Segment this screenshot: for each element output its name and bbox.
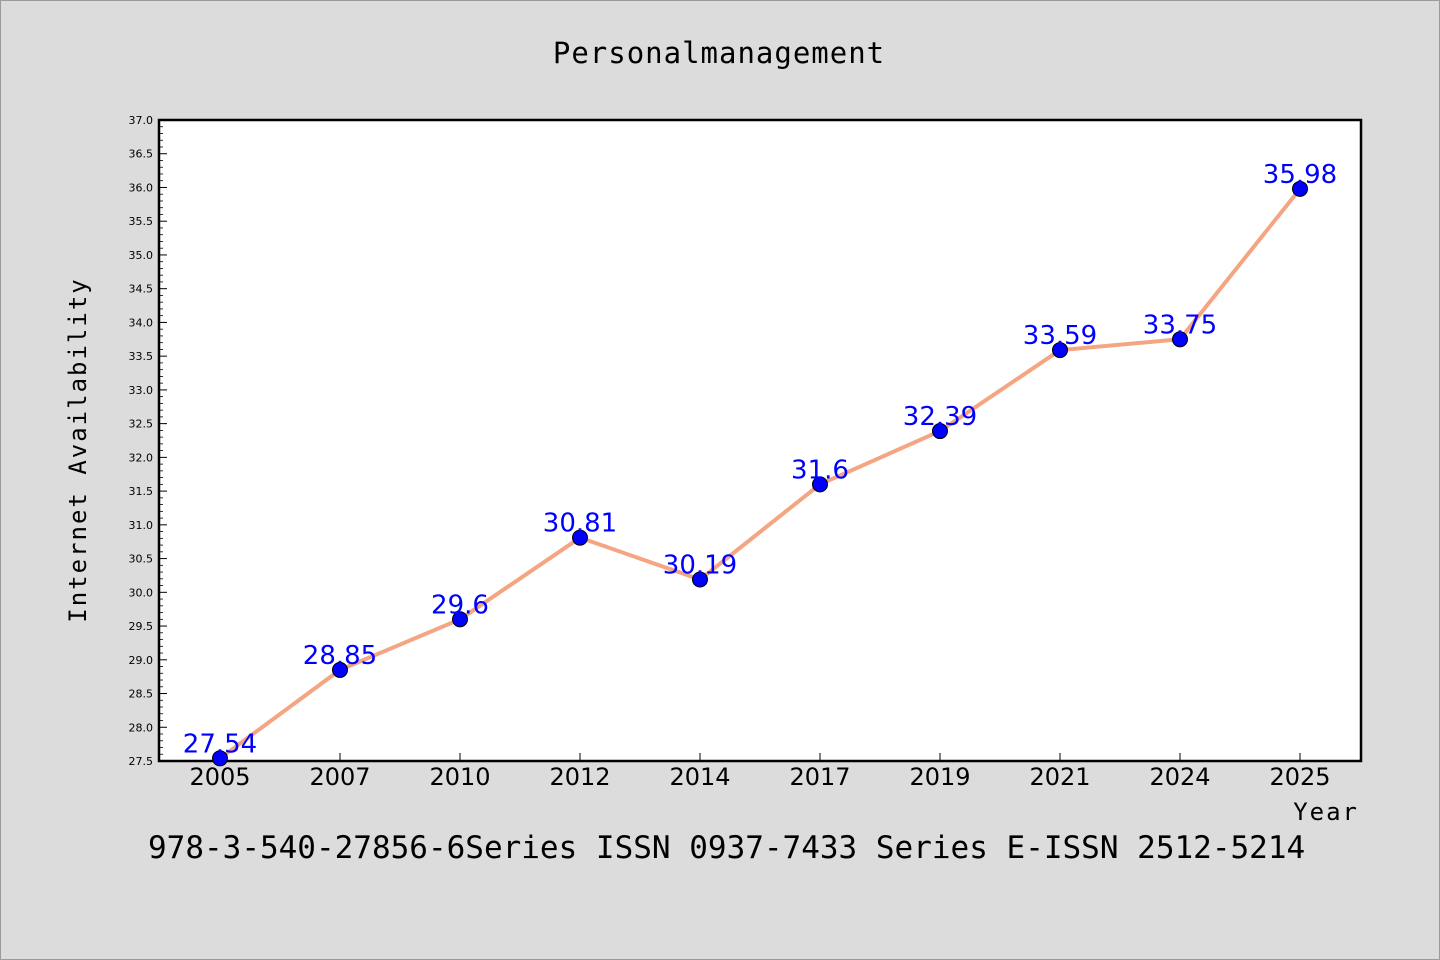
- y-tick-label: 33.5: [129, 350, 154, 363]
- footer-note: 978-3-540-27856-6Series ISSN 0937-7433 S…: [148, 830, 1306, 866]
- data-point: [692, 571, 708, 588]
- y-tick-label: 34.5: [129, 283, 154, 296]
- y-axis: 27.5 28.0 28.5 29.0 29.5 30.0 30.5 31.0 31.5 32.0…: [129, 114, 167, 768]
- data-point: [1172, 331, 1188, 348]
- data-label: 28.85: [303, 641, 377, 671]
- x-tick-label: 2019: [909, 763, 970, 791]
- y-tick-label: 36.5: [129, 148, 154, 161]
- x-tick-label: 2024: [1149, 763, 1210, 791]
- y-tick-label: 34.0: [129, 316, 154, 329]
- data-point: [212, 750, 228, 767]
- plot-area: [157, 118, 1363, 763]
- y-tick-label: 30.0: [129, 586, 154, 599]
- data-point: [332, 661, 348, 678]
- x-tick-label: 2005: [189, 763, 250, 791]
- data-point: [1292, 180, 1308, 197]
- data-point: [452, 611, 468, 628]
- x-tick-label: 2007: [309, 763, 370, 791]
- y-tick-label: 32.5: [129, 418, 154, 431]
- y-tick-label: 29.0: [129, 654, 154, 667]
- data-label: 33.59: [1023, 321, 1097, 351]
- series-line: [218, 186, 1302, 761]
- y-tick-label: 37.0: [129, 114, 154, 127]
- data-label: 31.6: [791, 455, 849, 485]
- data-point: [812, 476, 828, 493]
- y-tick-label: 33.0: [129, 384, 154, 397]
- data-label: 29.6: [431, 590, 489, 620]
- y-tick-label: 35.5: [129, 215, 154, 228]
- x-tick-label: 2021: [1029, 763, 1090, 791]
- data-label: 30.81: [543, 509, 617, 539]
- y-tick-label: 29.5: [129, 620, 154, 633]
- y-tick-label: 27.5: [129, 755, 154, 768]
- data-point: [932, 423, 948, 440]
- y-tick-label: 32.0: [129, 451, 154, 464]
- y-tick-label: 36.0: [129, 181, 154, 194]
- chart-title: Personalmanagement: [553, 36, 885, 70]
- data-label: 27.54: [183, 729, 257, 759]
- data-label: 33.75: [1143, 310, 1217, 340]
- x-axis-label: Year: [1293, 798, 1359, 826]
- y-tick-label: 28.5: [129, 688, 154, 701]
- y-axis-label: Internet Availability: [64, 277, 92, 622]
- x-tick-label: 2017: [789, 763, 850, 791]
- x-tick-label: 2025: [1269, 763, 1330, 791]
- x-tick-label: 2010: [429, 763, 490, 791]
- x-tick-label: 2012: [549, 763, 610, 791]
- y-tick-label: 28.0: [129, 721, 154, 734]
- y-tick-label: 31.0: [129, 519, 154, 532]
- y-tick-label: 31.5: [129, 485, 154, 498]
- x-tick-label: 2014: [669, 763, 730, 791]
- y-tick-label: 35.0: [129, 249, 154, 262]
- series-layer: [212, 180, 1308, 767]
- data-label: 35.98: [1263, 160, 1337, 190]
- data-labels: 27.54 28.85 29.6 30.81 30.19 31.6 32.39 33.59 33…: [183, 160, 1337, 759]
- data-label: 32.39: [903, 402, 977, 432]
- data-point: [1052, 342, 1068, 359]
- x-axis: 2005 2007 2010 2012 2014 2017 2019 2021 2024 2025: [189, 753, 1331, 791]
- data-point: [572, 529, 588, 546]
- y-tick-label: 30.5: [129, 553, 154, 566]
- data-label: 30.19: [663, 550, 737, 580]
